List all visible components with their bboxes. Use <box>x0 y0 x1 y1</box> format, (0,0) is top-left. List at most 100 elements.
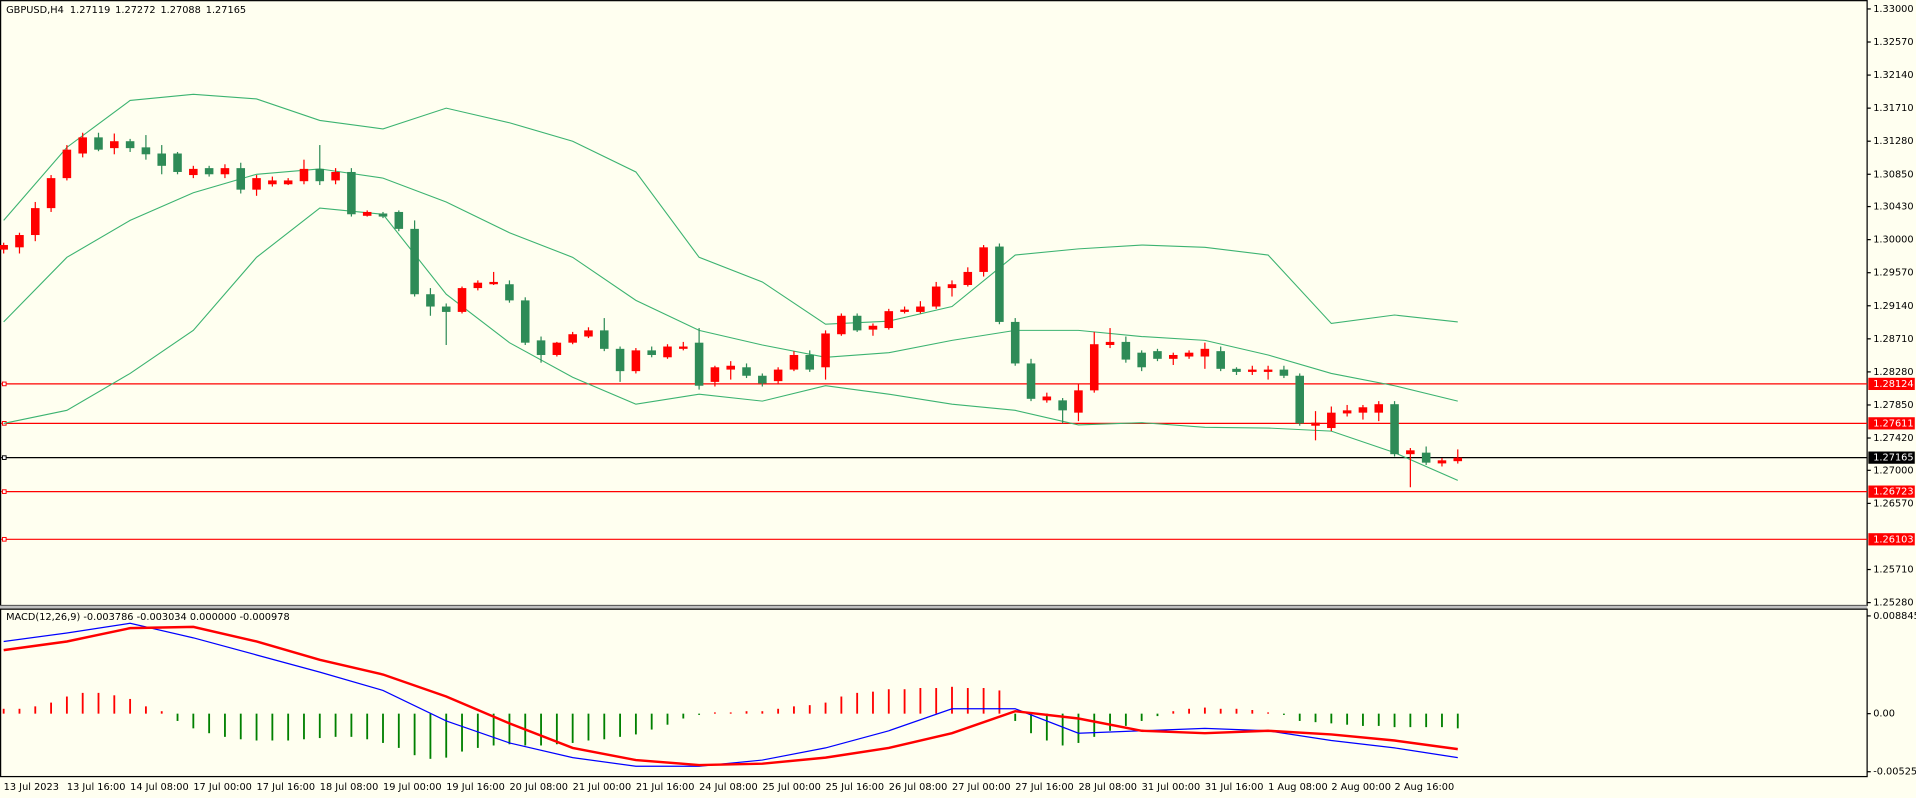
candle-body <box>663 346 672 358</box>
level-line-label-bg <box>1868 533 1915 546</box>
x-tick-label: 2 Aug 16:00 <box>1395 782 1455 793</box>
candle-body <box>236 168 246 190</box>
candle-body <box>1421 452 1431 463</box>
x-tick-label: 13 Jul 16:00 <box>67 782 126 793</box>
candle-body <box>1058 400 1067 411</box>
symbol: GBPUSD,H4 <box>6 5 64 16</box>
y-tick-label: 1.32570 <box>1873 37 1913 48</box>
candle-body <box>410 228 419 295</box>
y-tick-label: 1.28710 <box>1873 334 1913 345</box>
band-lower <box>3 207 1458 481</box>
level-line-handle <box>1 489 7 494</box>
y-tick-label: 1.29570 <box>1873 268 1913 279</box>
macd-y-tick-label: -0.005254 <box>1873 767 1916 778</box>
candle-body <box>331 171 340 181</box>
macd-y-tick-label: 0.00 <box>1873 709 1895 720</box>
bid-line-handle <box>1 455 7 460</box>
x-tick-label: 19 Jul 00:00 <box>383 782 442 793</box>
candle-body <box>1074 390 1083 413</box>
macd-signal-line <box>3 625 1458 767</box>
x-tick-label: 2 Aug 00:00 <box>1331 782 1391 793</box>
candle-body <box>900 309 909 312</box>
candle-body <box>1089 344 1099 391</box>
candle-body <box>758 375 767 384</box>
x-tick-label: 13 Jul 2023 <box>4 782 59 793</box>
candle-body <box>1311 422 1320 426</box>
bid-line-label: 1.27165 <box>1873 453 1913 464</box>
candle-body <box>141 147 151 155</box>
macd-y-tick-label: 0.008845 <box>1873 611 1916 622</box>
x-tick-label: 17 Jul 16:00 <box>257 782 316 793</box>
band-middle <box>3 168 1458 402</box>
candle-body <box>394 211 404 229</box>
y-tick-label: 1.33000 <box>1873 4 1913 15</box>
candle-body <box>62 149 72 179</box>
header-open: 1.27119 <box>70 5 110 16</box>
candle-body <box>584 330 593 337</box>
band-upper <box>3 93 1458 325</box>
level-line-label-bg <box>1868 485 1915 498</box>
candle-body <box>520 300 530 343</box>
candle-body <box>1026 363 1036 399</box>
header-high: 1.27272 <box>115 5 155 16</box>
candle-body <box>189 168 198 176</box>
level-line-handle <box>1 536 7 542</box>
candle-body <box>868 325 878 330</box>
x-tick-label: 31 Jul 16:00 <box>1205 782 1264 793</box>
candle-body <box>1327 412 1336 429</box>
plot-layer <box>0 93 1868 767</box>
candle-body <box>31 208 40 236</box>
candle-body <box>46 178 56 209</box>
y-tick-label: 1.27420 <box>1873 433 1913 444</box>
candle-body <box>536 340 546 355</box>
candle-body <box>647 350 656 355</box>
candle-body <box>1279 369 1289 376</box>
candle-body <box>252 178 261 190</box>
candle-body <box>204 168 214 175</box>
candle-body <box>694 342 704 386</box>
candle-body <box>679 346 688 349</box>
level-line-label: 1.28124 <box>1873 379 1913 390</box>
candle-body <box>457 288 467 312</box>
candle-body <box>1105 341 1115 345</box>
y-tick-label: 1.29140 <box>1873 301 1913 312</box>
candle-body <box>489 281 498 285</box>
candle-body <box>568 334 577 343</box>
y-tick-label: 1.32140 <box>1873 70 1913 81</box>
candle-body <box>552 342 562 355</box>
y-tick-label: 1.31280 <box>1873 136 1913 147</box>
chart-header: GBPUSD,H4 1.27119 1.27272 1.27088 1.27165 <box>6 5 246 16</box>
candle-body <box>599 330 609 349</box>
candle-body <box>125 141 135 149</box>
level-line-label: 1.26723 <box>1873 487 1913 498</box>
candle-body <box>789 354 799 370</box>
candle-body <box>1342 410 1352 414</box>
level-line-label: 1.27611 <box>1873 418 1913 429</box>
candle-body <box>821 333 830 368</box>
y-tick-label: 1.25710 <box>1873 565 1913 576</box>
candle-body <box>773 369 783 382</box>
x-tick-label: 31 Jul 00:00 <box>1142 782 1201 793</box>
y-tick-label: 1.30850 <box>1873 169 1913 180</box>
y-tick-label: 1.30430 <box>1873 202 1913 213</box>
candle-body <box>1232 368 1241 372</box>
candle-body <box>1358 407 1368 413</box>
candle-body <box>947 284 957 289</box>
candle-body <box>1153 351 1162 359</box>
x-tick-label: 26 Jul 08:00 <box>889 782 948 793</box>
candle-body <box>283 180 293 185</box>
candle-body <box>852 315 862 331</box>
candle-body <box>1374 404 1384 413</box>
candle-body <box>1216 351 1225 369</box>
candle-body <box>726 365 735 370</box>
y-tick-label: 1.31710 <box>1873 103 1913 114</box>
candle-body <box>0 245 8 250</box>
candle-body <box>347 171 356 215</box>
candle-body <box>1295 375 1304 424</box>
x-tick-label: 25 Jul 16:00 <box>826 782 885 793</box>
x-tick-label: 1 Aug 08:00 <box>1268 782 1328 793</box>
header-close: 1.27165 <box>206 5 246 16</box>
